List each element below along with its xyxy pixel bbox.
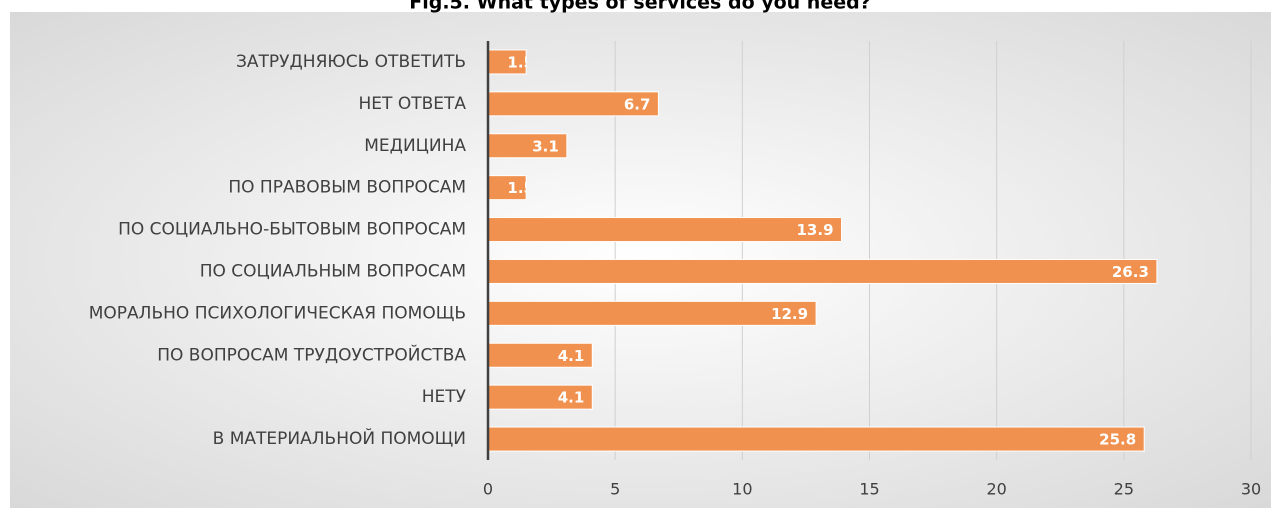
- bar: [487, 384, 593, 410]
- bar: [487, 175, 527, 201]
- x-tick-label: 5: [610, 480, 620, 499]
- x-tick-label: 30: [1241, 480, 1261, 499]
- bar: [487, 258, 1158, 284]
- y-tick-label: НЕТУ: [422, 387, 467, 407]
- x-tick-label: 25: [1114, 480, 1134, 499]
- bar: [487, 133, 568, 159]
- y-tick-label: МЕДИЦИНА: [364, 136, 466, 156]
- data-label: 4.1: [558, 389, 585, 407]
- bar: [487, 300, 817, 326]
- data-label: 25.8: [1099, 431, 1136, 449]
- data-label: 1.5: [507, 53, 534, 71]
- chart-title: Fig.5. What types of services do you nee…: [409, 0, 870, 14]
- y-tick-label: В МАТЕРИАЛЬНОЙ ПОМОЩИ: [213, 427, 466, 449]
- y-tick-label: ПО СОЦИАЛЬНЫМ ВОПРОСАМ: [200, 261, 466, 281]
- x-tick-label: 10: [732, 480, 752, 499]
- y-tick-label: ПО СОЦИАЛЬНО-БЫТОВЫМ ВОПРОСАМ: [118, 220, 466, 240]
- y-tick-label: ПО ВОПРОСАМ ТРУДОУСТРОЙСТВА: [157, 343, 466, 365]
- data-label: 26.3: [1112, 263, 1149, 281]
- bar: [487, 49, 527, 75]
- y-tick-label: МОРАЛЬНО ПСИХОЛОГИЧЕСКАЯ ПОМОЩЬ: [89, 303, 466, 323]
- bar: [487, 91, 659, 117]
- y-tick-label: ЗАТРУДНЯЮСЬ ОТВЕТИТЬ: [236, 52, 466, 72]
- data-label: 4.1: [558, 347, 585, 365]
- data-label: 1.5: [507, 179, 534, 197]
- y-tick-label: ПО ПРАВОВЫМ ВОПРОСАМ: [228, 178, 466, 198]
- data-label: 3.1: [532, 137, 559, 155]
- x-tick-label: 15: [859, 480, 879, 499]
- y-tick-label: НЕТ ОТВЕТА: [359, 94, 467, 114]
- data-label: 13.9: [797, 221, 834, 239]
- x-tick-label: 0: [483, 480, 493, 499]
- bar: [487, 217, 843, 243]
- data-label: 6.7: [624, 95, 651, 113]
- bar: [487, 342, 593, 368]
- data-label: 12.9: [771, 305, 808, 323]
- bars: 1.5 6.7 3.1 1.5 13.9 26.3 12.9 4.1 4.1 25.8: [487, 49, 1158, 452]
- bar: [487, 426, 1145, 452]
- x-tick-label: 20: [986, 480, 1006, 499]
